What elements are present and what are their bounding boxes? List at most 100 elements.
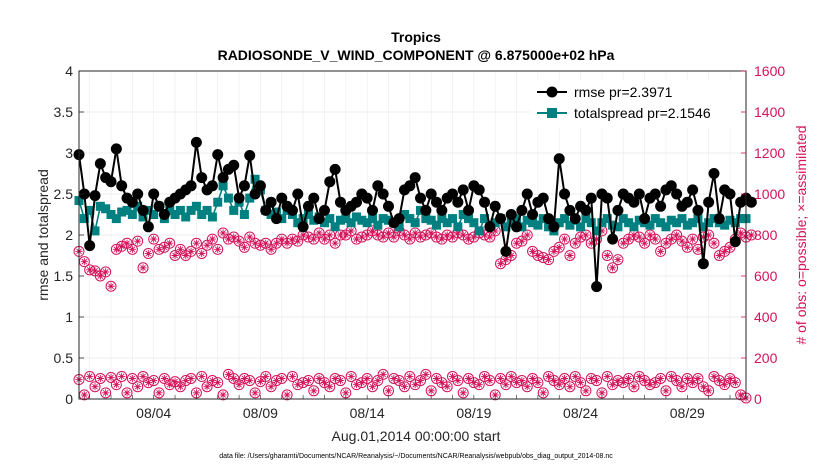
obs-possible-point <box>564 250 576 261</box>
rmse-point <box>447 188 459 200</box>
obs-assimilated-point <box>603 251 611 260</box>
obs-assimilated-point <box>91 267 99 275</box>
obs-assimilated-point <box>534 251 542 260</box>
obs-assimilated-point <box>560 235 569 243</box>
rmse-point <box>713 213 725 225</box>
obs-assimilated-point <box>256 377 265 386</box>
rmse-point <box>329 163 341 175</box>
totalspread-point <box>464 214 474 224</box>
obs-assimilated-point <box>614 376 622 385</box>
obs-assimilated-point <box>678 383 686 391</box>
obs-assimilated-point <box>112 381 120 389</box>
obs-assimilated-point <box>182 251 190 260</box>
obs-assimilated-point <box>294 381 302 389</box>
y-right-tick-label: 1000 <box>754 186 785 202</box>
obs-assimilated-point <box>528 374 537 383</box>
obs-possible-point <box>676 381 688 393</box>
obs-assimilated-point <box>198 249 206 258</box>
rmse-point <box>206 180 218 192</box>
obs-assimilated-point <box>166 239 174 247</box>
obs-assimilated-point <box>539 253 547 262</box>
rmse-point <box>479 196 491 208</box>
obs-assimilated-point <box>625 374 633 383</box>
rmse-point <box>521 188 533 200</box>
obs-assimilated-point <box>107 373 115 382</box>
obs-assimilated-point <box>566 383 574 391</box>
obs-possible-point <box>164 237 176 249</box>
obs-possible-point <box>452 375 464 387</box>
obs-assimilated-point <box>246 376 254 385</box>
obs-assimilated-point <box>747 231 755 239</box>
obs-assimilated-point <box>118 372 126 381</box>
obs-possible-point <box>286 370 298 382</box>
obs-possible-point <box>212 377 224 389</box>
obs-assimilated-point <box>710 239 718 247</box>
obs-possible-point <box>196 247 208 259</box>
totalspread-point <box>442 218 452 228</box>
obs-assimilated-point <box>230 374 238 383</box>
obs-assimilated-point <box>731 379 739 387</box>
obs-assimilated-point <box>304 233 313 241</box>
totalspread-point <box>437 214 447 224</box>
obs-possible-point <box>324 381 336 393</box>
rmse-point <box>500 245 512 257</box>
rmse-point <box>153 200 165 212</box>
rmse-point <box>708 168 720 179</box>
obs-possible-point <box>153 387 165 399</box>
totalspread-point <box>250 174 260 184</box>
obs-assimilated-point <box>502 381 510 389</box>
rmse-point <box>457 184 469 196</box>
obs-assimilated-point <box>694 245 702 253</box>
obs-possible-point <box>377 368 389 380</box>
totalspread-point <box>565 220 575 230</box>
obs-assimilated-point <box>454 376 462 385</box>
totalspread-point <box>480 214 490 224</box>
obs-assimilated-point <box>347 372 355 381</box>
totalspread-point <box>453 222 463 232</box>
totalspread-point <box>426 215 436 225</box>
obs-assimilated-point <box>134 237 142 245</box>
obs-possible-point <box>628 381 640 393</box>
obs-assimilated-point <box>496 374 505 383</box>
y-tick-label: 0 <box>65 391 73 407</box>
totalspread-point <box>175 205 185 215</box>
obs-assimilated-point <box>390 233 398 241</box>
obs-assimilated-point <box>224 370 233 378</box>
rmse-point <box>185 180 197 192</box>
series-layer <box>73 136 757 404</box>
totalspread-point <box>357 215 367 225</box>
obs-possible-point <box>361 373 373 384</box>
obs-assimilated-point <box>315 374 323 383</box>
rmse-point <box>431 196 443 208</box>
obs-assimilated-point <box>464 374 473 383</box>
obs-assimilated-point <box>582 231 590 239</box>
totalspread-point <box>362 218 372 228</box>
totalspread-point <box>85 205 95 215</box>
obs-possible-point <box>276 373 288 384</box>
totalspread-point <box>618 214 628 224</box>
obs-assimilated-point <box>710 372 718 381</box>
rmse-point <box>607 233 619 245</box>
totalspread-point <box>346 218 356 228</box>
rmse-point <box>569 213 581 225</box>
rmse-point <box>148 188 160 200</box>
y-right-tick-label: 1200 <box>754 145 785 161</box>
obs-assimilated-point <box>352 381 361 389</box>
obs-assimilated-point <box>443 231 451 239</box>
totalspread-point <box>469 218 479 228</box>
obs-assimilated-point <box>123 389 131 397</box>
obs-possible-point <box>324 229 336 241</box>
rmse-point <box>692 204 704 216</box>
obs-assimilated-point <box>358 233 366 241</box>
rmse-point <box>249 188 261 200</box>
obs-assimilated-point <box>721 381 729 389</box>
totalspread-point <box>597 218 607 228</box>
obs-assimilated-point <box>96 272 104 280</box>
obs-assimilated-point <box>416 233 425 241</box>
obs-assimilated-point <box>470 233 478 241</box>
totalspread-point <box>335 215 345 225</box>
totalspread-point <box>367 214 377 224</box>
obs-possible-point <box>212 243 224 255</box>
obs-assimilated-point <box>432 233 441 241</box>
obs-assimilated-point <box>544 256 553 264</box>
